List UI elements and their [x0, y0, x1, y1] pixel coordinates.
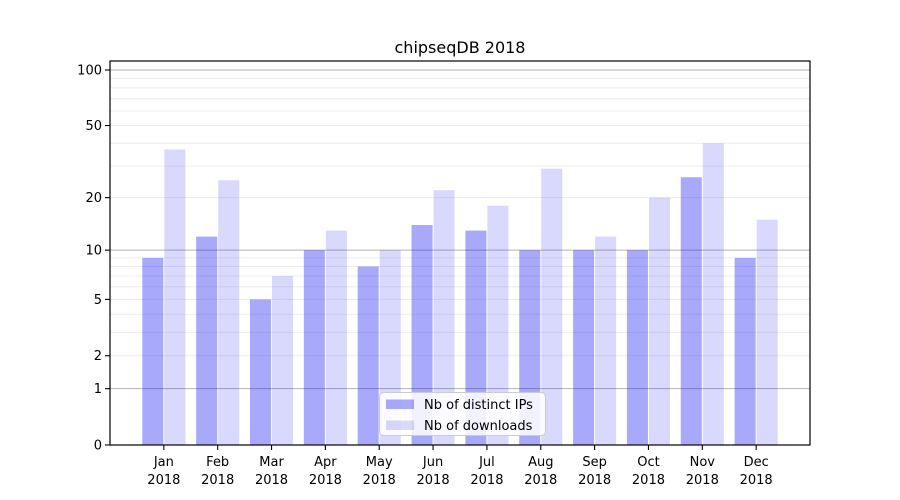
x-tick-label-month-apr: Apr	[314, 455, 337, 470]
x-tick-label-month-sep: Sep	[582, 455, 607, 470]
x-tick-label-month-jan: Jan	[153, 455, 174, 470]
bar-apr-distinct-ips	[303, 250, 325, 445]
bar-jun-distinct-ips	[411, 224, 433, 445]
x-tick-label-year-jan: 2018	[147, 473, 180, 488]
bar-dec-distinct-ips	[734, 257, 756, 445]
x-tick-label-year-sep: 2018	[578, 473, 611, 488]
y-tick-label-100: 100	[77, 64, 102, 79]
y-tick-label-0: 0	[94, 439, 102, 454]
x-tick-label-month-aug: Aug	[528, 455, 553, 470]
legend: Nb of distinct IPs Nb of downloads	[379, 392, 546, 436]
bar-jan-downloads	[164, 149, 186, 446]
bar-dec-downloads	[756, 219, 778, 445]
x-tick-label-year-oct: 2018	[632, 473, 665, 488]
chart-title: chipseqDB 2018	[395, 38, 526, 57]
x-tick-label-month-oct: Oct	[637, 455, 659, 470]
x-tick-label-month-mar: Mar	[259, 455, 284, 470]
x-tick-label-year-jul: 2018	[470, 473, 503, 488]
x-tick-label-year-feb: 2018	[201, 473, 234, 488]
bar-nov-downloads	[702, 143, 724, 445]
y-tick-label-50: 50	[85, 119, 102, 134]
x-tick-label-year-dec: 2018	[740, 473, 773, 488]
x-tick-label-year-may: 2018	[363, 473, 396, 488]
bar-may-distinct-ips	[357, 266, 379, 445]
x-tick-label-month-jun: Jun	[422, 455, 443, 470]
x-tick-label-month-may: May	[366, 455, 393, 470]
legend-box	[379, 392, 546, 436]
x-tick-label-month-dec: Dec	[744, 455, 769, 470]
bar-jul-distinct-ips	[465, 230, 487, 445]
bar-jul-downloads	[487, 205, 509, 445]
x-tick-label-month-jul: Jul	[478, 455, 495, 470]
bar-feb-downloads	[218, 180, 240, 445]
x-tick-label-year-jun: 2018	[417, 473, 450, 488]
y-tick-label-5: 5	[94, 293, 102, 308]
x-tick-label-year-nov: 2018	[686, 473, 719, 488]
x-tick-label-month-nov: Nov	[690, 455, 716, 470]
legend-label-downloads: Nb of downloads	[424, 419, 533, 434]
bar-sep-downloads	[595, 236, 617, 445]
x-tick-label-year-aug: 2018	[524, 473, 557, 488]
bar-feb-distinct-ips	[196, 236, 218, 445]
plot-border	[109, 60, 811, 446]
bar-mar-downloads	[272, 276, 294, 445]
bar-aug-downloads	[541, 168, 563, 445]
bar-jan-distinct-ips	[142, 257, 164, 445]
bar-sep-distinct-ips	[573, 250, 595, 445]
x-tick-label-year-apr: 2018	[309, 473, 342, 488]
legend-swatch-downloads-icon	[386, 420, 414, 430]
y-tick-label-10: 10	[85, 244, 102, 259]
bar-jun-downloads	[433, 190, 455, 445]
bar-nov-distinct-ips	[680, 177, 702, 445]
bar-oct-downloads	[648, 197, 670, 445]
x-tick-label-year-mar: 2018	[255, 473, 288, 488]
y-tick-label-2: 2	[94, 349, 102, 364]
bar-oct-distinct-ips	[626, 250, 648, 445]
legend-swatch-distinct-ips-icon	[386, 399, 414, 409]
y-tick-label-20: 20	[85, 191, 102, 206]
bar-mar-distinct-ips	[250, 299, 272, 445]
x-tick-label-month-feb: Feb	[206, 455, 229, 470]
y-tick-label-1: 1	[94, 382, 102, 397]
legend-label-distinct-ips: Nb of distinct IPs	[424, 398, 533, 413]
bar-apr-downloads	[325, 230, 347, 445]
